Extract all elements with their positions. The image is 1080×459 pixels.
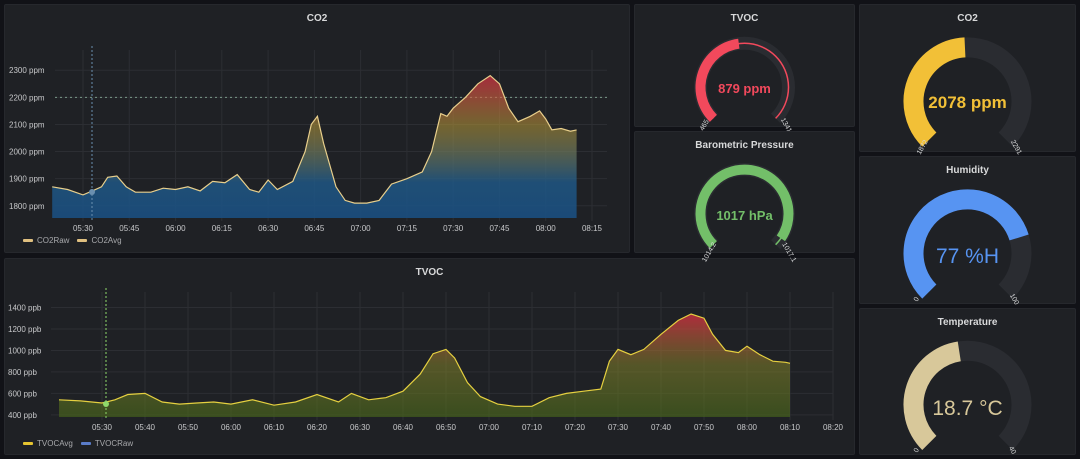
gauge-svg [903, 189, 1032, 299]
x-tick-label: 06:30 [350, 423, 371, 432]
gauge-fill [695, 164, 794, 249]
x-tick-label: 06:10 [264, 423, 285, 432]
tvoc-legend: TVOCAvg TVOCRaw [23, 439, 133, 448]
x-tick-label: 05:30 [92, 423, 113, 432]
x-tick-label: 07:50 [694, 423, 715, 432]
y-tick-label: 1900 ppm [9, 175, 45, 184]
pressure-gauge-title: Barometric Pressure [695, 140, 794, 151]
co2-gauge-title: CO2 [957, 13, 978, 24]
tvoc-gauge-panel[interactable]: TVOC 879 ppm 465 1341 [634, 4, 855, 134]
series-line-co2avg[interactable] [52, 74, 577, 204]
co2-chart[interactable]: 2300 ppm 2200 ppm 2100 ppm 2000 ppm 1900 ppm… [5, 5, 631, 254]
x-tick-label: 06:00 [166, 224, 187, 233]
x-tick-label: 07:30 [443, 224, 464, 233]
x-tick-label: 05:30 [73, 224, 94, 233]
gauge-value: 18.7 °C [932, 396, 1003, 420]
temperature-gauge-panel[interactable]: Temperature 18.7 °C 0 40 [859, 308, 1076, 456]
x-tick-label: 05:45 [119, 224, 140, 233]
y-tick-label: 1800 ppm [9, 202, 45, 211]
x-tick-label: 08:00 [536, 224, 557, 233]
y-tick-label: 600 ppb [8, 389, 37, 398]
legend-swatch [77, 239, 88, 242]
y-tick-label: 2000 ppm [9, 148, 45, 157]
x-tick-label: 08:20 [823, 423, 844, 432]
gauge-svg [903, 340, 1032, 450]
gauge-value: 1017 hPa [716, 207, 773, 223]
x-tick-label: 08:15 [582, 224, 603, 233]
gauge-fill [695, 38, 740, 122]
legend-item-co2avg[interactable]: CO2Avg [77, 236, 122, 245]
gauge-fill [903, 189, 1029, 299]
x-tick-label: 07:30 [608, 423, 629, 432]
legend-item-co2raw[interactable]: CO2Raw [23, 236, 69, 245]
co2-graph-panel[interactable]: CO2 2300 ppm 2200 ppm 2100 ppm 2000 ppm 1900… [4, 4, 630, 253]
x-tick-label: 07:15 [397, 224, 418, 233]
x-tick-label: 05:40 [135, 423, 156, 432]
x-tick-label: 08:10 [780, 423, 801, 432]
humidity-gauge-title: Humidity [946, 165, 989, 176]
legend-swatch [80, 442, 91, 445]
gauge-svg [694, 36, 795, 123]
gauge-svg [903, 37, 1032, 147]
series-area-tvocavg [59, 314, 790, 417]
series-line-tvocavg[interactable] [58, 313, 791, 407]
y-tick-label: 1000 ppb [8, 346, 42, 355]
y-tick-label: 400 ppb [8, 411, 37, 420]
legend-item-tvocavg[interactable]: TVOCAvg [23, 439, 73, 448]
gauge-svg [694, 163, 795, 250]
x-tick-label: 06:50 [436, 423, 457, 432]
x-tick-label: 07:00 [479, 423, 500, 432]
co2-gauge-panel[interactable]: CO2 2078 ppm 1872 2291 [859, 4, 1076, 156]
gauge-value: 2078 ppm [928, 93, 1007, 113]
x-tick-label: 07:20 [565, 423, 586, 432]
gauge-fill [903, 37, 966, 147]
co2-graph-title: CO2 [306, 13, 328, 24]
tvoc-graph-panel[interactable]: TVOC 1400 ppb 1200 ppb 1000 ppb 800 ppb 600 … [4, 258, 855, 455]
legend-label: TVOCRaw [94, 439, 134, 448]
x-tick-label: 07:10 [522, 423, 543, 432]
x-tick-label: 07:40 [651, 423, 672, 432]
x-tick-label: 06:40 [393, 423, 414, 432]
x-tick-label: 05:50 [178, 423, 199, 432]
pressure-gauge-panel[interactable]: Barometric Pressure 1017 hPa 1014.2 1017.1 [634, 131, 855, 263]
co2-legend: CO2Raw CO2Avg [23, 236, 122, 245]
y-tick-label: 1400 ppb [8, 304, 42, 313]
x-tick-label: 06:45 [304, 224, 325, 233]
tvoc-chart[interactable]: 1400 ppb 1200 ppb 1000 ppb 800 ppb 600 ppb 40… [5, 259, 856, 456]
legend-label: CO2Avg [91, 236, 122, 245]
crosshair-dot [89, 189, 95, 195]
crosshair-dot [103, 401, 109, 407]
legend-label: CO2Raw [37, 236, 70, 245]
gauge-value: 77 %H [935, 245, 1000, 269]
gauge-value: 879 ppm [718, 81, 771, 97]
humidity-gauge-panel[interactable]: Humidity 77 %H 0 100 [859, 156, 1076, 306]
x-tick-label: 06:30 [258, 224, 279, 233]
y-tick-label: 2200 ppm [9, 93, 45, 102]
series-area-co2avg [52, 75, 577, 218]
temperature-gauge-title: Temperature [937, 317, 998, 328]
y-tick-label: 1200 ppb [8, 325, 42, 334]
y-tick-label: 800 ppb [8, 368, 37, 377]
gauge-fill [903, 341, 962, 450]
legend-label: TVOCAvg [37, 439, 73, 448]
tvoc-graph-title: TVOC [415, 267, 444, 278]
x-tick-label: 06:00 [221, 423, 242, 432]
x-tick-label: 07:00 [351, 224, 372, 233]
tvoc-gauge-title: TVOC [730, 13, 759, 24]
legend-swatch [23, 442, 33, 445]
x-tick-label: 06:20 [307, 423, 328, 432]
x-tick-label: 08:00 [737, 423, 758, 432]
y-tick-label: 2300 ppm [9, 66, 45, 75]
y-tick-label: 2100 ppm [9, 120, 45, 129]
legend-item-tvocraw[interactable]: TVOCRaw [80, 439, 134, 448]
x-tick-label: 06:15 [212, 224, 233, 233]
legend-swatch [23, 239, 33, 242]
x-tick-label: 07:45 [489, 224, 510, 233]
